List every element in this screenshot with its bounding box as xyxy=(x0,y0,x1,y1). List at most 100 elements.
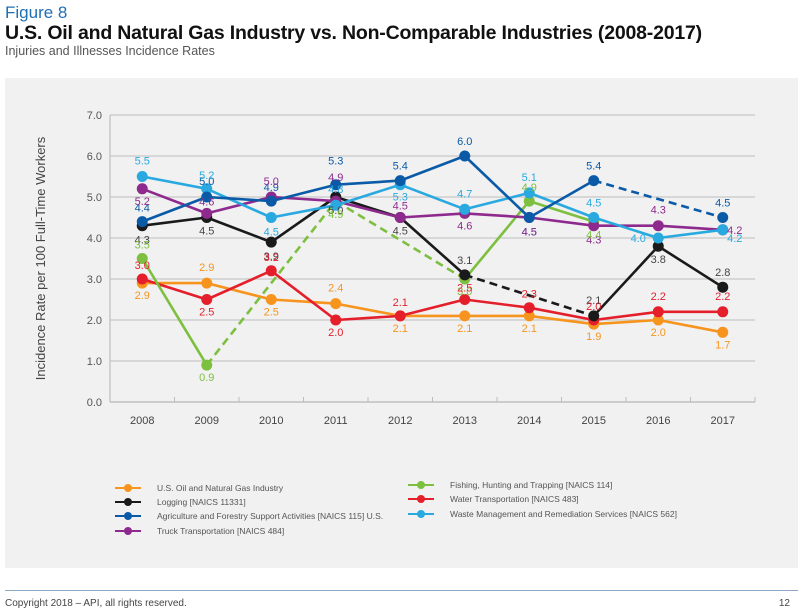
data-point xyxy=(588,220,600,232)
data-point xyxy=(265,294,277,305)
data-point xyxy=(459,203,471,215)
data-point xyxy=(265,236,277,248)
line-segment xyxy=(335,314,401,322)
line-segment xyxy=(142,175,207,191)
data-label: 4.8 xyxy=(328,184,343,196)
data-label: 4.0 xyxy=(631,233,646,245)
data-point xyxy=(330,314,342,326)
data-point xyxy=(459,310,471,322)
y-tick-label: 1.0 xyxy=(87,356,102,368)
series-water-transportation-naics-483 xyxy=(136,265,729,326)
data-point xyxy=(459,294,471,305)
x-tick-label: 2015 xyxy=(582,415,606,427)
line-segment xyxy=(206,187,272,219)
line-segment xyxy=(657,245,724,289)
data-point xyxy=(652,232,664,244)
data-label: 2.2 xyxy=(651,291,666,303)
line-segment xyxy=(529,216,594,227)
data-labels: 2.9 2.9 2.5 2.4 2.1 2.1 2.1 1.9 2.0 1.7 4.3 4.5 3.9 5… xyxy=(135,136,743,384)
data-label: 4.2 xyxy=(727,233,742,245)
y-tick-label: 2.0 xyxy=(87,315,102,327)
series-truck-transportation-naics-484 xyxy=(136,183,729,236)
chart-title: U.S. Oil and Natural Gas Industry vs. No… xyxy=(5,22,702,44)
line-segment xyxy=(592,245,660,317)
line-segment xyxy=(335,199,401,219)
data-label: 3.9 xyxy=(264,251,279,263)
line-segment xyxy=(528,179,595,219)
data-label: 3.0 xyxy=(135,260,150,272)
series-logging-naics-11331 xyxy=(136,191,729,322)
data-label: 4.7 xyxy=(457,188,472,200)
legend-label: Agriculture and Forestry Support Activit… xyxy=(157,511,383,521)
data-point xyxy=(717,306,729,318)
data-label: 5.0 xyxy=(328,205,343,217)
data-label: 2.5 xyxy=(457,283,472,295)
x-tick-label: 2013 xyxy=(453,415,477,427)
data-label: 5.3 xyxy=(393,192,408,204)
data-label: 2.5 xyxy=(199,307,214,319)
y-tick-label: 0.0 xyxy=(87,397,102,409)
data-label: 4.5 xyxy=(199,226,214,238)
line-segment xyxy=(464,212,530,219)
legend-label: Water Transportation [NAICS 483] xyxy=(450,494,579,504)
line-chart: 0.0 1.0 2.0 3.0 4.0 5.0 6.0 7.0 2008 2009 2010 2011… xyxy=(33,110,756,536)
data-label: 3.0 xyxy=(457,286,472,298)
line-segment xyxy=(271,203,336,219)
legend-marker xyxy=(417,510,425,518)
data-point xyxy=(201,183,213,195)
y-tick-label: 5.0 xyxy=(87,192,102,204)
figure-label: Figure 8 xyxy=(5,3,68,22)
legend-marker xyxy=(417,481,425,489)
legend: U.S. Oil and Natural Gas Industry Logging… xyxy=(115,480,677,536)
data-point xyxy=(588,175,600,187)
data-point xyxy=(652,314,664,326)
data-label: 2.1 xyxy=(393,323,408,335)
data-point xyxy=(717,224,729,236)
data-label: 5.4 xyxy=(586,161,601,173)
data-label: 4.3 xyxy=(135,235,150,247)
data-point xyxy=(201,294,213,305)
line-segment xyxy=(141,187,208,215)
footer-divider xyxy=(5,590,798,591)
x-tick-label: 2012 xyxy=(388,415,412,427)
data-label: 5.4 xyxy=(393,161,408,173)
line-segment xyxy=(658,224,723,232)
data-point xyxy=(265,212,277,223)
data-label: 2.1 xyxy=(457,323,472,335)
legend-item: Fishing, Hunting and Trapping [NAICS 114… xyxy=(408,480,612,490)
x-tick-label: 2011 xyxy=(324,415,348,427)
data-point xyxy=(201,191,213,203)
chart-subtitle: Injuries and Illnesses Incidence Rates xyxy=(5,44,215,58)
data-point xyxy=(201,359,213,371)
line-segment xyxy=(400,212,465,219)
data-label: 4.5 xyxy=(522,227,537,239)
y-axis-label: Incidence Rate per 100 Full-Time Workers xyxy=(33,136,48,380)
data-label: 3.8 xyxy=(651,254,666,266)
data-label: 4.3 xyxy=(651,205,666,217)
data-label: 4.9 xyxy=(522,182,537,194)
line-segment xyxy=(463,200,531,280)
legend-label: Logging [NAICS 11331] xyxy=(157,497,246,507)
line-segment xyxy=(206,216,272,244)
line-segment xyxy=(141,277,208,301)
line-segment xyxy=(399,183,466,211)
data-point xyxy=(394,310,406,322)
data-point xyxy=(330,298,342,310)
legend-marker xyxy=(124,484,132,492)
data-point xyxy=(265,265,277,277)
data-point xyxy=(265,195,277,207)
line-segment xyxy=(206,269,272,301)
data-label: 4.5 xyxy=(715,198,730,210)
data-label: 5.0 xyxy=(199,176,214,188)
line-segment xyxy=(335,183,401,207)
line-segment xyxy=(463,155,531,219)
data-label: 2.3 xyxy=(522,289,537,301)
data-point xyxy=(523,187,535,199)
data-label: 0.9 xyxy=(199,372,214,384)
data-point xyxy=(717,212,729,223)
line-segment xyxy=(528,199,595,223)
data-label: 1.7 xyxy=(715,339,730,351)
line-segment xyxy=(399,216,466,276)
data-point xyxy=(330,199,342,211)
data-label: 5.2 xyxy=(199,170,214,182)
